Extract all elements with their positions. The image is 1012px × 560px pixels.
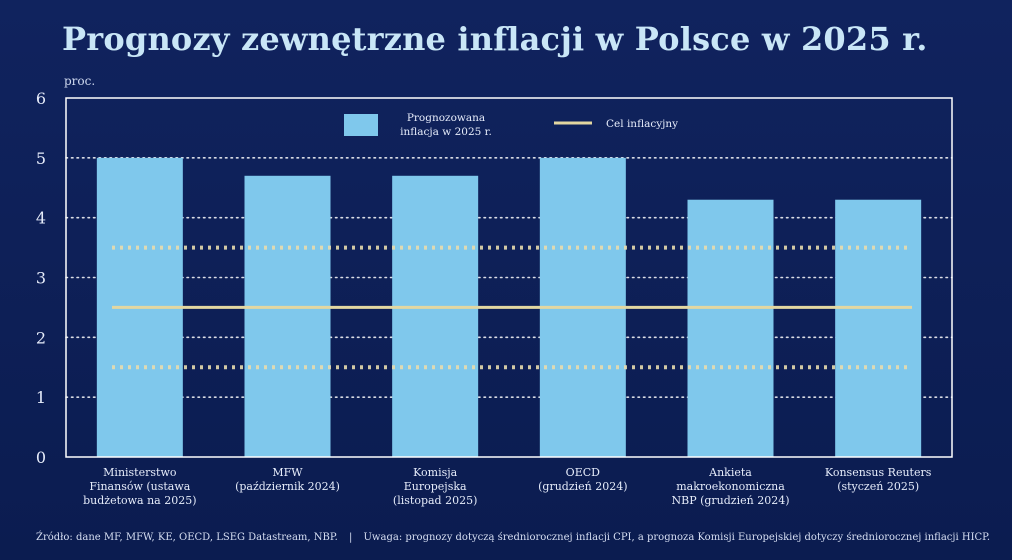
y-tick-label: 1 <box>36 388 46 407</box>
legend-line-label: Cel inflacyjny <box>606 118 678 130</box>
legend: Prognozowana inflacja w 2025 r. Cel inflac… <box>344 112 678 138</box>
gridlines <box>65 157 953 398</box>
y-tick-label: 2 <box>36 328 46 347</box>
y-tick-label: 3 <box>36 269 46 288</box>
x-category-label: MFW (październik 2024) <box>235 466 340 493</box>
y-tick-labels: 0 1 2 3 4 5 6 <box>36 89 46 467</box>
note-text: Uwaga: prognozy dotyczą średniorocznej i… <box>363 532 991 543</box>
footer-separator: | <box>348 532 353 543</box>
x-category-label: Ankieta makroekonomiczna NBP (grudzień 2… <box>671 466 790 507</box>
legend-bar-swatch <box>344 114 378 136</box>
x-category-label: OECD (grudzień 2024) <box>538 466 628 493</box>
y-axis-unit: proc. <box>64 74 96 88</box>
y-tick-label: 6 <box>36 89 46 108</box>
bar <box>835 199 922 457</box>
plot-frame <box>65 97 953 458</box>
source-text: Źródło: dane MF, MFW, KE, OECD, LSEG Dat… <box>36 532 338 543</box>
bar <box>392 175 479 458</box>
bar <box>244 175 331 458</box>
band-lines <box>112 245 912 370</box>
x-category-label: Konsensus Reuters (styczeń 2025) <box>824 466 932 493</box>
legend-bar-label: Prognozowana inflacja w 2025 r. <box>400 112 492 138</box>
y-tick-label: 4 <box>36 209 46 228</box>
y-tick-label: 5 <box>36 149 46 168</box>
chart-title: Prognozy zewnętrzne inflacji w Polsce w … <box>62 20 928 58</box>
x-category-label: Komisja Europejska (listopad 2025) <box>392 466 478 507</box>
x-category-label: Ministerstwo Finansów (ustawa budżetowa … <box>83 466 197 507</box>
bars <box>96 157 922 458</box>
footer: Źródło: dane MF, MFW, KE, OECD, LSEG Dat… <box>36 532 990 543</box>
y-tick-label: 0 <box>36 448 46 467</box>
bar <box>687 199 774 457</box>
